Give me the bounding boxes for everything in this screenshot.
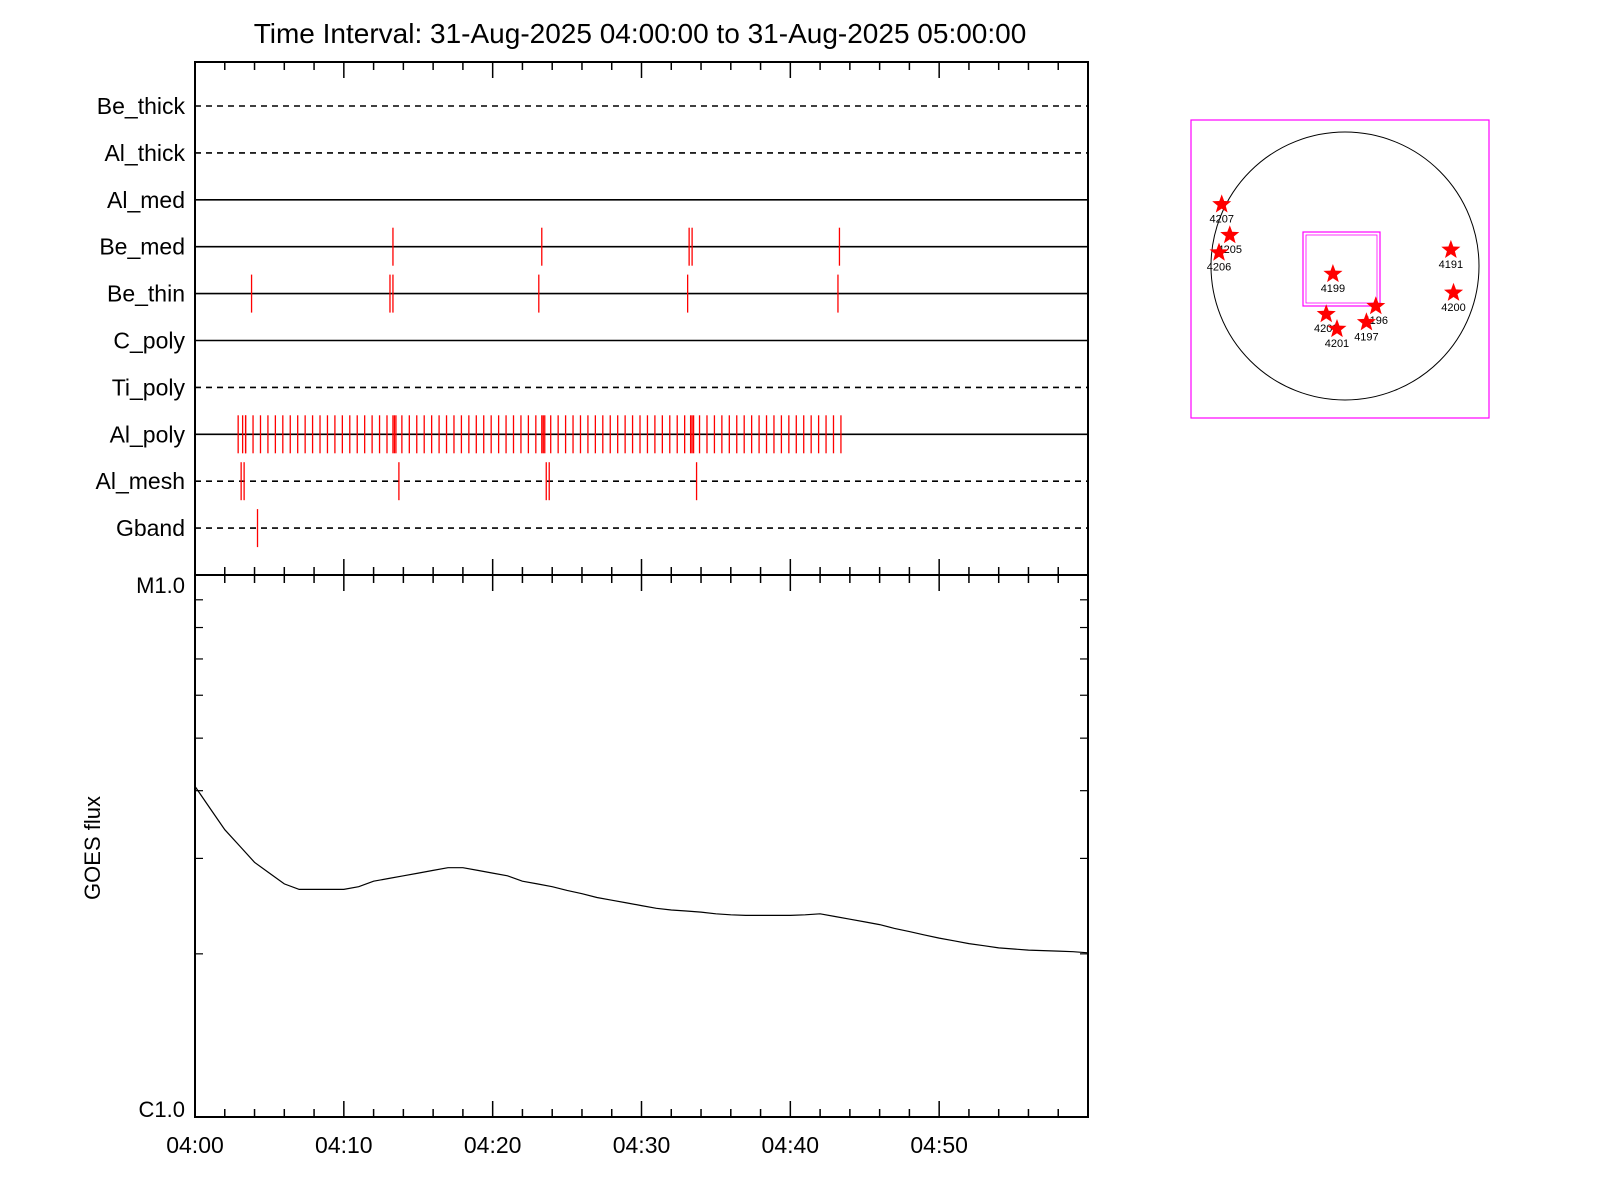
x-tick-label: 04:30 — [613, 1132, 671, 1158]
y-tick-label-top: M1.0 — [136, 573, 185, 598]
timeline-frame — [194, 61, 1089, 576]
map-frame — [1190, 119, 1490, 419]
goes-axis-ticks — [194, 575, 1089, 1117]
timeline-row-lines — [195, 105, 1088, 529]
region-label-4201: 4201 — [1325, 338, 1349, 350]
timeline-x-ticks — [194, 62, 1089, 575]
row-label-be_thick: Be_thick — [97, 93, 186, 119]
region-label-4199: 4199 — [1321, 283, 1345, 295]
region-star-4201 — [1327, 319, 1347, 338]
region-star-4191 — [1441, 239, 1461, 258]
x-tick-label: 04:10 — [315, 1132, 373, 1158]
solar-disk-circle — [1210, 131, 1480, 401]
goes-frame — [194, 574, 1089, 1118]
region-star-4207 — [1212, 194, 1232, 213]
x-tick-label: 04:40 — [762, 1132, 820, 1158]
region-star-4199 — [1323, 264, 1343, 283]
region-star-4206 — [1209, 242, 1229, 261]
row-label-al_poly: Al_poly — [110, 421, 186, 447]
region-label-4206: 4206 — [1207, 262, 1231, 274]
timeline-row-labels: Be_thick Al_thick Al_med Be_med Be_thin C_pol… — [96, 93, 186, 541]
row-label-al_mesh: Al_mesh — [96, 468, 185, 494]
region-star-4202 — [1316, 304, 1336, 323]
row-label-al_med: Al_med — [107, 187, 185, 213]
goes-flux-panel: M1.0 C1.0 GOES flux 04:00 04:10 04:20 04:30… — [80, 573, 1089, 1158]
row-label-ti_poly: Ti_poly — [112, 374, 186, 400]
region-label-4207: 4207 — [1209, 213, 1233, 225]
row-label-c_poly: C_poly — [113, 328, 185, 354]
region-label-4197: 4197 — [1354, 331, 1378, 343]
row-label-be_med: Be_med — [99, 234, 185, 260]
y-axis-label: GOES flux — [80, 796, 105, 900]
row-label-al_thick: Al_thick — [104, 140, 185, 166]
x-tick-label: 04:20 — [464, 1132, 522, 1158]
chart-title: Time Interval: 31-Aug-2025 04:00:00 to 3… — [254, 18, 1027, 49]
x-tick-labels: 04:00 04:10 04:20 04:30 04:40 04:50 — [166, 1132, 968, 1158]
timeline-events — [237, 227, 842, 548]
y-tick-label-bottom: C1.0 — [139, 1097, 185, 1122]
attenuator-timeline-panel: Be_thick Al_thick Al_med Be_med Be_thin C_pol… — [96, 61, 1089, 576]
region-star-4197 — [1356, 312, 1376, 331]
x-tick-label: 04:50 — [910, 1132, 968, 1158]
x-tick-label: 04:00 — [166, 1132, 224, 1158]
field-of-view-box — [1302, 231, 1381, 307]
region-label-4200: 4200 — [1441, 302, 1465, 314]
region-star-4200 — [1444, 282, 1464, 301]
region-star-4205 — [1220, 225, 1240, 244]
row-label-gband: Gband — [116, 515, 185, 541]
region-star-4196 — [1366, 296, 1386, 315]
field-of-view-box-inner — [1305, 234, 1378, 304]
goes-flux-line — [194, 786, 1089, 954]
row-label-be_thin: Be_thin — [107, 281, 185, 307]
region-label-4191: 4191 — [1439, 259, 1463, 271]
